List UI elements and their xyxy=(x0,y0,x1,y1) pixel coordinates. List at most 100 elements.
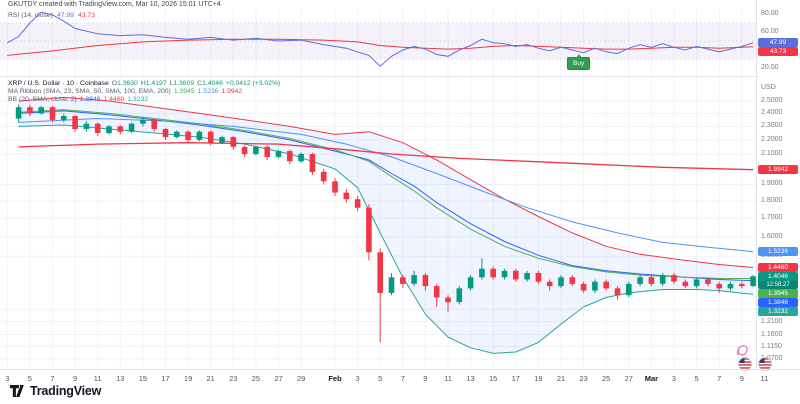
bb-values: 1.3846 1.4460 1.3232 xyxy=(77,96,148,103)
axis-badge: 1.5236 xyxy=(758,247,798,257)
time-axis-label: 13 xyxy=(116,374,125,383)
candle-body xyxy=(671,275,677,282)
chart-stickers xyxy=(726,340,790,385)
price-axis-label: 1.0700 xyxy=(761,355,783,362)
candle-body xyxy=(422,275,429,287)
axis-badge: 1.3945 xyxy=(758,289,798,298)
time-axis-label: 11 xyxy=(444,374,452,383)
candle-body xyxy=(558,277,564,287)
series-sma23 xyxy=(18,109,754,279)
price-axis[interactable]: USD 80.00 60.00 20.00 2.5000 2.4000 2.3000 2.2… xyxy=(756,0,800,369)
buy-signal-label: Buy xyxy=(573,60,585,68)
price-axis-label: 1.1150 xyxy=(761,342,782,350)
candle-body xyxy=(140,119,146,124)
candle-body xyxy=(546,281,553,287)
series-rsi_ma xyxy=(7,38,754,56)
candle-body xyxy=(83,123,90,129)
candle-body xyxy=(479,268,485,278)
candle-body xyxy=(230,137,237,147)
axis-badge: 47.99 xyxy=(758,38,798,48)
time-axis-label: 9 xyxy=(423,374,428,383)
axis-badge: 1.3232 xyxy=(758,307,798,316)
time-axis-label: 21 xyxy=(206,374,215,383)
tradingview-logo[interactable]: TradingView xyxy=(10,384,101,398)
time-axis-label: 11 xyxy=(760,374,769,383)
bollinger-fill xyxy=(18,97,754,354)
candle-body xyxy=(354,199,361,208)
candle-body xyxy=(275,151,282,157)
axis-badge: 1.4046 12:58:27 xyxy=(758,272,798,289)
price-axis-label: 1.9000 xyxy=(761,180,783,188)
time-axis-label: 23 xyxy=(229,374,238,383)
candle-body xyxy=(490,268,496,278)
legend-value: 1.4460 xyxy=(103,96,125,103)
candle-body xyxy=(467,277,474,289)
bb-legend-row[interactable]: BB (20, SMA, close, 2) 1.3846 1.4460 1.3232 xyxy=(8,96,280,104)
candle-body xyxy=(580,283,587,291)
time-axis[interactable]: 3 5 7 9 11 13 15 17 19 21 23 25 27 29 Feb 3 5 7 9 11 13 15 17 1… xyxy=(0,369,800,404)
candle-body xyxy=(388,277,395,293)
ma-ribbon-legend-row[interactable]: MA Ribbon (SMA, 23, SMA, 50, SMA, 100, E… xyxy=(8,88,280,96)
ohlc-value: 1.3630 xyxy=(117,80,138,87)
rsi-value: 47.99 xyxy=(56,12,74,19)
time-axis-label: 21 xyxy=(556,374,566,383)
rsi-ma-value: 43.73 xyxy=(77,12,95,19)
candle-body xyxy=(727,283,734,289)
candle-body xyxy=(445,297,451,303)
pane-divider[interactable] xyxy=(0,76,756,77)
candle-body xyxy=(94,123,101,133)
ma-ribbon-values: 1.3945 1.5236 1.9942 xyxy=(171,88,242,95)
currency-label: USD xyxy=(761,84,776,91)
candle-body xyxy=(196,131,203,140)
symbol-title: XRP / U.S. Dollar · 10 · Coinbase xyxy=(8,80,109,87)
time-axis-label: 5 xyxy=(694,374,699,383)
time-axis-label: 17 xyxy=(511,374,520,383)
candle-body xyxy=(61,116,67,120)
symbol-legend-row[interactable]: XRP / U.S. Dollar · 10 · Coinbase O1.3630… xyxy=(8,80,280,88)
rsi-legend[interactable]: RSI (14, close) 47.99 43.73 xyxy=(8,12,95,19)
candle-body xyxy=(332,181,338,193)
ohlc-key: C xyxy=(197,80,203,87)
price-axis-label: 1.2100 xyxy=(761,317,783,325)
legend-value: 1.5236 xyxy=(197,88,219,95)
price-axis-label: 20.00 xyxy=(761,64,779,71)
us-flag-sticker xyxy=(758,357,772,371)
candle-body xyxy=(524,273,530,280)
price-axis-label: 2.2000 xyxy=(761,135,783,143)
main-legend: XRP / U.S. Dollar · 10 · Coinbase O1.3630… xyxy=(8,80,280,104)
time-axis-label: 7 xyxy=(50,374,55,383)
candle-body xyxy=(569,277,576,284)
legend-value: 1.9942 xyxy=(221,88,243,95)
time-axis-label: 5 xyxy=(378,374,383,383)
price-axis-label: 1.6000 xyxy=(761,232,783,240)
candle-body xyxy=(603,281,609,289)
candle-body xyxy=(366,207,372,253)
candle-body xyxy=(106,126,112,134)
time-axis-label: 23 xyxy=(579,374,588,383)
time-axis-label: 25 xyxy=(602,374,611,383)
time-axis-label: 9 xyxy=(739,374,744,383)
candle-body xyxy=(626,283,632,296)
time-axis-label: 11 xyxy=(93,374,102,383)
time-axis-label: 3 xyxy=(671,374,677,383)
candle-body xyxy=(377,252,383,293)
candle-body xyxy=(705,279,711,284)
candle-body xyxy=(693,279,700,287)
candle-body xyxy=(185,131,191,140)
time-axis-label: 29 xyxy=(296,374,306,383)
pink-swirl-sticker xyxy=(736,345,748,356)
time-axis-label: 7 xyxy=(717,374,722,383)
time-axis-label: 27 xyxy=(274,374,283,383)
tradingview-logo-mark xyxy=(10,385,24,397)
price-axis-label: 2.5000 xyxy=(761,97,783,104)
axis-badge: 43.73 xyxy=(758,47,798,57)
flag-border xyxy=(738,357,752,371)
gridlines xyxy=(0,8,765,369)
candle-body xyxy=(253,146,259,155)
time-axis-label: Feb xyxy=(328,374,342,383)
candle-body xyxy=(659,275,666,284)
candle-body xyxy=(298,154,304,162)
candles xyxy=(15,104,756,343)
